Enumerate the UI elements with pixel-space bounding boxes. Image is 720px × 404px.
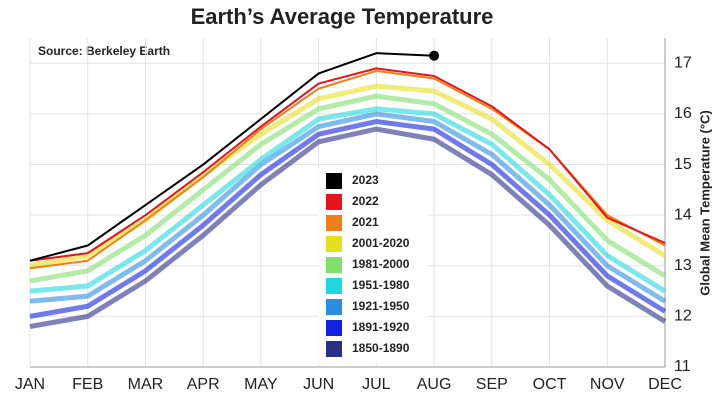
end-marker — [429, 50, 440, 61]
x-tick-label: SEP — [476, 376, 508, 393]
legend-swatch — [326, 236, 342, 252]
legend-label: 2023 — [352, 173, 379, 187]
x-tick-label: APR — [187, 376, 220, 393]
series-line — [29, 93, 667, 284]
y-tick-label: 17 — [674, 55, 692, 72]
legend-label: 2021 — [352, 215, 379, 229]
y-tick-label: 16 — [674, 105, 692, 122]
series-line — [29, 106, 667, 294]
x-tick-label: MAY — [244, 376, 278, 393]
legend-swatch — [326, 299, 342, 315]
x-tick-label: AUG — [417, 376, 452, 393]
y-tick-label: 13 — [674, 257, 692, 274]
source: Source: Berkeley Earth — [38, 44, 170, 58]
series-line — [29, 111, 667, 304]
legend-label: 1891-1920 — [352, 320, 410, 334]
y-tick-label: 15 — [674, 156, 692, 173]
series-line — [29, 52, 435, 262]
x-tick-label: MAR — [128, 376, 164, 393]
y-tick-label: 11 — [674, 358, 691, 375]
x-tick-label: JUL — [362, 376, 391, 393]
legend-label: 2001-2020 — [352, 236, 410, 250]
legend-label: 1951-1980 — [352, 278, 410, 292]
chart-title: Earth’s Average Temperature — [191, 4, 494, 29]
x-tick-label: JAN — [15, 376, 45, 393]
legend-label: 1850-1890 — [352, 341, 410, 355]
x-tick-label: JUN — [303, 376, 334, 393]
y-axis-label: Global Mean Temperature (°C) — [697, 110, 712, 296]
legend-label: 1921-1950 — [352, 299, 410, 313]
legend-swatch — [326, 278, 342, 294]
series-line — [29, 126, 667, 329]
y-tick-label: 12 — [674, 308, 692, 325]
x-tick-label: DEC — [648, 376, 682, 393]
legend-swatch — [326, 194, 342, 210]
series-line — [29, 67, 666, 262]
series-line — [29, 119, 667, 319]
legend-swatch — [326, 257, 342, 273]
legend-swatch — [326, 320, 342, 336]
legend-swatch — [326, 173, 342, 189]
x-tick-label: OCT — [533, 376, 567, 393]
y-tick-label: 14 — [674, 206, 692, 223]
legend-swatch — [326, 341, 342, 357]
legend-swatch — [326, 215, 342, 231]
legend-label: 1981-2000 — [352, 257, 410, 271]
legend-label: 2022 — [352, 194, 379, 208]
x-tick-label: NOV — [590, 376, 625, 393]
x-tick-label: FEB — [72, 376, 103, 393]
